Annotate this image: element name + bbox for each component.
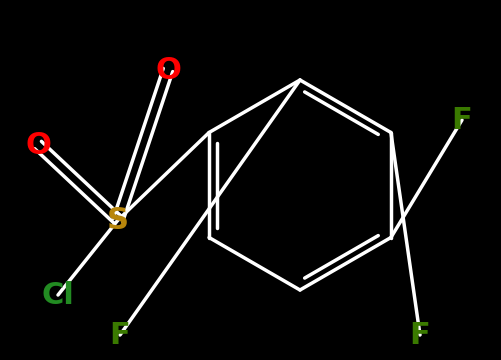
Text: S: S [107,206,129,234]
Text: O: O [25,131,51,159]
Text: Cl: Cl [42,280,75,310]
Text: F: F [410,320,430,350]
Text: F: F [110,320,130,350]
Text: F: F [451,105,472,135]
Text: O: O [155,55,181,85]
